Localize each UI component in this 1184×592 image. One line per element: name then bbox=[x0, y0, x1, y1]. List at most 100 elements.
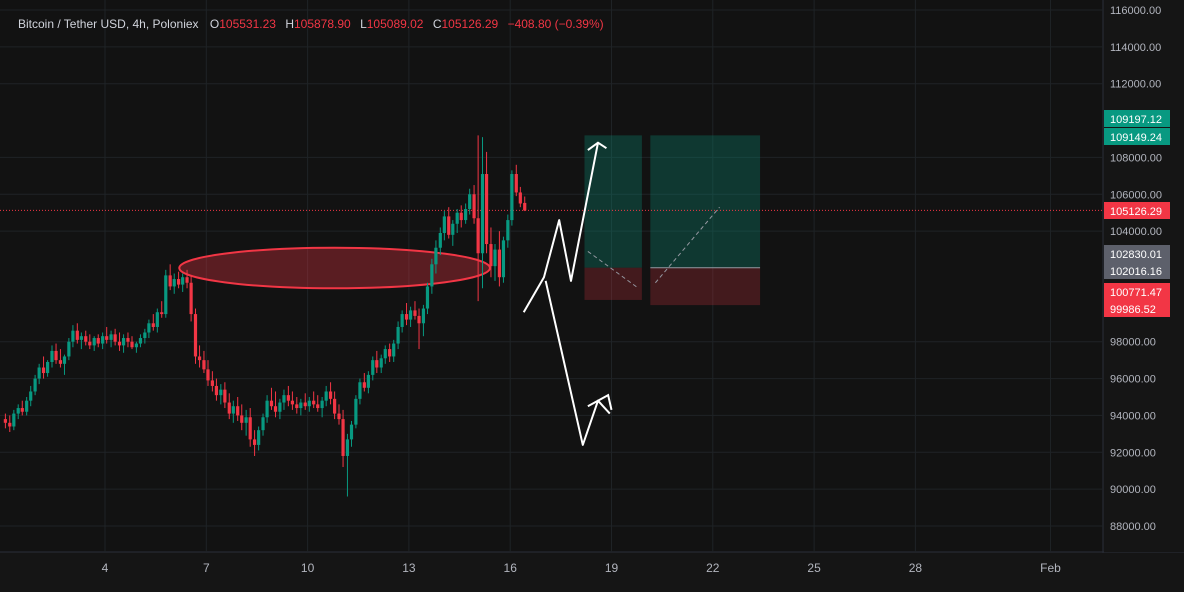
candle-body[interactable] bbox=[71, 330, 75, 342]
candle-body[interactable] bbox=[45, 361, 50, 374]
time-axis[interactable] bbox=[0, 553, 1184, 592]
candle-body[interactable] bbox=[20, 408, 24, 412]
candle-body[interactable] bbox=[29, 391, 33, 401]
candle-body[interactable] bbox=[421, 308, 426, 324]
candle-body[interactable] bbox=[3, 419, 7, 423]
candle-body[interactable] bbox=[109, 334, 113, 340]
candle-body[interactable] bbox=[362, 382, 366, 388]
candle-body[interactable] bbox=[155, 312, 159, 327]
candle-body[interactable] bbox=[328, 391, 333, 399]
candle-body[interactable] bbox=[130, 341, 134, 348]
candle-body[interactable] bbox=[126, 338, 130, 342]
candle-body[interactable] bbox=[223, 389, 227, 403]
candle-body[interactable] bbox=[476, 218, 480, 254]
candle-body[interactable] bbox=[417, 315, 421, 324]
candle-body[interactable] bbox=[25, 400, 29, 412]
candle-body[interactable] bbox=[396, 326, 400, 344]
candle-body[interactable] bbox=[138, 338, 143, 344]
candle-body[interactable] bbox=[181, 277, 185, 285]
candle-body[interactable] bbox=[160, 312, 164, 315]
candle-body[interactable] bbox=[265, 400, 269, 418]
candle-body[interactable] bbox=[518, 192, 522, 204]
candle-body[interactable] bbox=[295, 404, 299, 409]
candle-body[interactable] bbox=[227, 402, 231, 414]
candle-body[interactable] bbox=[349, 424, 354, 440]
candle-body[interactable] bbox=[113, 334, 117, 342]
candle-body[interactable] bbox=[117, 341, 122, 346]
candle-body[interactable] bbox=[62, 356, 67, 364]
candle-body[interactable] bbox=[438, 232, 442, 248]
candle-body[interactable] bbox=[392, 343, 396, 357]
candle-body[interactable] bbox=[337, 413, 341, 420]
candle-body[interactable] bbox=[214, 385, 219, 396]
candle-body[interactable] bbox=[197, 356, 202, 361]
candle-body[interactable] bbox=[189, 282, 193, 315]
candle-body[interactable] bbox=[79, 336, 83, 340]
candle-body[interactable] bbox=[236, 406, 240, 416]
candle-body[interactable] bbox=[413, 310, 417, 316]
candle-body[interactable] bbox=[489, 244, 493, 267]
loss-zone[interactable] bbox=[584, 267, 642, 300]
bullish-projection-arrow[interactable] bbox=[522, 142, 599, 313]
candle-body[interactable] bbox=[67, 341, 71, 357]
candle-body[interactable] bbox=[210, 380, 214, 386]
candle-body[interactable] bbox=[324, 391, 328, 401]
candle-body[interactable] bbox=[185, 277, 189, 283]
candle-body[interactable] bbox=[459, 212, 463, 221]
candle-body[interactable] bbox=[316, 404, 320, 409]
candle-body[interactable] bbox=[147, 323, 151, 333]
candle-body[interactable] bbox=[434, 247, 438, 265]
candle-body[interactable] bbox=[105, 336, 109, 340]
profit-zone[interactable] bbox=[650, 135, 761, 268]
candle-body[interactable] bbox=[303, 402, 307, 407]
candle-body[interactable] bbox=[143, 332, 147, 339]
candle-body[interactable] bbox=[333, 398, 337, 414]
candle-body[interactable] bbox=[480, 174, 485, 254]
candle-body[interactable] bbox=[33, 378, 37, 392]
candle-body[interactable] bbox=[451, 223, 455, 235]
candle-body[interactable] bbox=[514, 174, 518, 193]
candle-body[interactable] bbox=[404, 314, 409, 320]
plot-area[interactable] bbox=[0, 0, 1103, 552]
candle-body[interactable] bbox=[168, 275, 172, 287]
candle-body[interactable] bbox=[16, 408, 20, 414]
candle-body[interactable] bbox=[366, 374, 370, 388]
candle-body[interactable] bbox=[312, 400, 316, 405]
candle-body[interactable] bbox=[468, 194, 472, 210]
candle-body[interactable] bbox=[134, 343, 139, 348]
candle-body[interactable] bbox=[37, 367, 41, 379]
candle-body[interactable] bbox=[341, 419, 345, 456]
candle-body[interactable] bbox=[497, 249, 501, 278]
candle-body[interactable] bbox=[92, 338, 96, 346]
bearish-projection-arrow[interactable] bbox=[544, 280, 611, 446]
candle-body[interactable] bbox=[58, 360, 63, 364]
candle-body[interactable] bbox=[345, 439, 350, 456]
candle-body[interactable] bbox=[231, 406, 235, 414]
candle-body[interactable] bbox=[172, 279, 176, 287]
candle-body[interactable] bbox=[240, 415, 244, 423]
candle-body[interactable] bbox=[193, 314, 198, 357]
candle-body[interactable] bbox=[261, 417, 265, 431]
candle-body[interactable] bbox=[472, 194, 476, 219]
candle-body[interactable] bbox=[12, 413, 16, 427]
candle-body[interactable] bbox=[244, 417, 248, 423]
candle-body[interactable] bbox=[383, 349, 387, 359]
candle-body[interactable] bbox=[88, 341, 92, 346]
candle-body[interactable] bbox=[278, 402, 282, 412]
candle-body[interactable] bbox=[464, 209, 468, 221]
candle-body[interactable] bbox=[354, 398, 358, 425]
candle-body[interactable] bbox=[164, 275, 168, 315]
candle-body[interactable] bbox=[307, 400, 311, 407]
candle-body[interactable] bbox=[375, 360, 379, 368]
candle-body[interactable] bbox=[501, 240, 506, 278]
candle-body[interactable] bbox=[388, 349, 392, 357]
candle-body[interactable] bbox=[299, 402, 303, 409]
candle-body[interactable] bbox=[371, 360, 375, 375]
candle-body[interactable] bbox=[202, 360, 206, 370]
candle-body[interactable] bbox=[400, 314, 404, 327]
support-ellipse[interactable] bbox=[178, 246, 491, 290]
candle-body[interactable] bbox=[269, 400, 274, 407]
candle-body[interactable] bbox=[8, 422, 12, 427]
